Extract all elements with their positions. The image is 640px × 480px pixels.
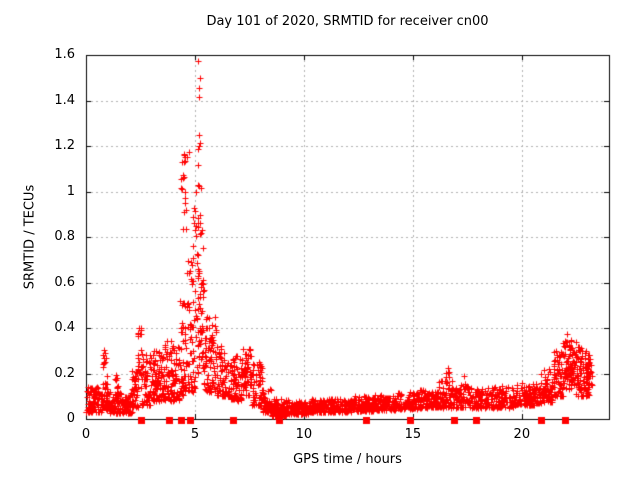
x-tick-label: 20: [513, 427, 531, 442]
y-tick-label: 0.6: [54, 274, 75, 290]
y-tick-label: 1: [66, 183, 75, 199]
y-tick-label: 0.4: [54, 320, 75, 335]
y-tick-label: 1.2: [54, 138, 75, 153]
y-tick-label: 0: [66, 411, 75, 426]
y-tick-label: 0.2: [54, 365, 75, 381]
chart-title: Day 101 of 2020, SRMTID for receiver cn0…: [206, 14, 489, 29]
y-tick-label: 0.8: [54, 229, 75, 244]
x-axis-label: GPS time / hours: [293, 452, 402, 467]
x-tick-label: 15: [404, 427, 422, 442]
x-tick-label: 0: [81, 427, 91, 442]
x-tick-label: 10: [295, 427, 313, 442]
x-tick-label: 5: [190, 427, 200, 442]
y-tick-label: 1.4: [54, 92, 75, 108]
y-tick-label: 1.6: [54, 47, 75, 62]
